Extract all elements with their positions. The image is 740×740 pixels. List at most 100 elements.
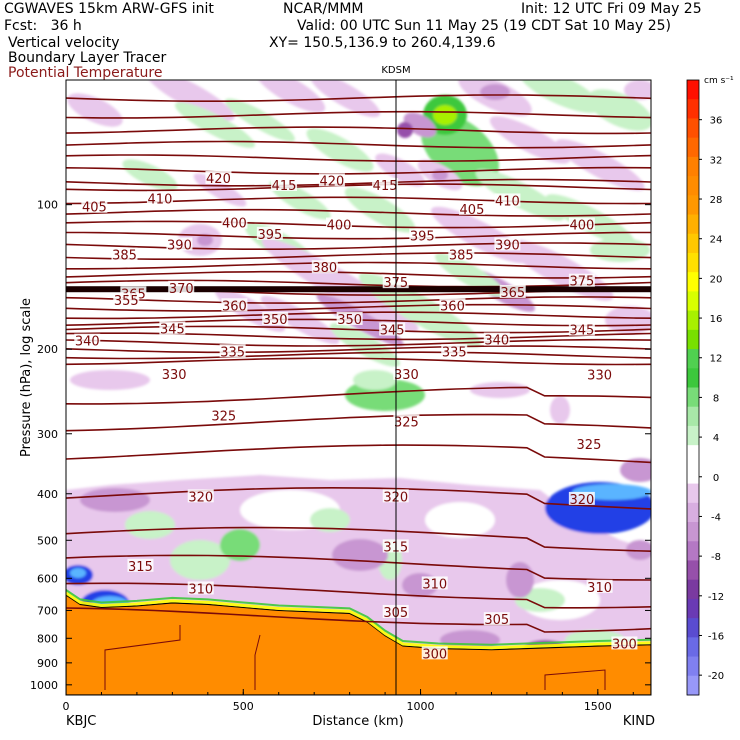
colorbar-swatch bbox=[687, 445, 699, 465]
terrain-rim bbox=[66, 591, 651, 650]
colorbar-swatch bbox=[687, 522, 699, 542]
y-tick-label: 600 bbox=[37, 572, 58, 585]
colorbar-tick-label: 16 bbox=[710, 314, 723, 325]
colorbar-tick-label: 20 bbox=[710, 274, 723, 285]
theta-label: 345 bbox=[380, 324, 405, 339]
colorbar-tick-label: 24 bbox=[710, 235, 723, 246]
theta-label: 400 bbox=[569, 219, 594, 234]
distance-axis: 0 500 1000 1500 bbox=[63, 689, 634, 713]
theta-contour bbox=[66, 261, 651, 270]
theta-label-bg bbox=[421, 646, 448, 660]
theta-label: 395 bbox=[257, 228, 282, 243]
theta-label: 380 bbox=[312, 261, 337, 276]
theta-label-bg bbox=[409, 228, 436, 242]
theta-label-bg bbox=[74, 333, 101, 347]
theta-label-bg bbox=[262, 311, 289, 325]
theta-label-bg bbox=[568, 322, 595, 336]
theta-label-bg bbox=[439, 298, 466, 312]
theta-contour bbox=[66, 140, 651, 149]
theta-label-bg bbox=[271, 178, 298, 192]
colorbar-tick-label: -20 bbox=[708, 671, 724, 682]
colorbar-swatch bbox=[687, 387, 699, 408]
theta-contour bbox=[66, 303, 651, 312]
theta-label-bg bbox=[494, 193, 521, 207]
theta-label-bg bbox=[168, 280, 195, 294]
theta-label-bg bbox=[210, 408, 237, 422]
theta-label: 340 bbox=[484, 334, 509, 349]
theta-label-bg bbox=[127, 558, 154, 572]
theta-label: 350 bbox=[263, 313, 288, 328]
colorbar-swatch bbox=[687, 176, 699, 196]
theta-contour bbox=[66, 338, 651, 347]
header-model: CGWAVES 15km ARW-GFS init bbox=[4, 1, 214, 17]
theta-label-bg bbox=[256, 226, 283, 240]
theta-label-bg bbox=[441, 344, 468, 358]
theta-label-bg bbox=[458, 201, 485, 215]
theta-label: 405 bbox=[82, 201, 107, 216]
theta-label-bg bbox=[568, 217, 595, 231]
header-cross-section-endpoints: XY= 150.5,136.9 to 260.4,139.6 bbox=[269, 35, 496, 51]
theta-contour bbox=[66, 296, 651, 304]
colorbar-swatch bbox=[687, 80, 699, 100]
theta-contour bbox=[66, 357, 651, 366]
theta-label: 335 bbox=[442, 345, 467, 360]
theta-label: 360 bbox=[222, 299, 247, 314]
theta-label-bg bbox=[575, 436, 602, 450]
theta-label-bg bbox=[326, 217, 352, 231]
plot-frame bbox=[65, 79, 652, 696]
header-producer: NCAR/MMM bbox=[283, 1, 364, 17]
colorbar-tick-label: 28 bbox=[710, 195, 723, 206]
theta-contour bbox=[66, 183, 651, 192]
colorbar-swatch bbox=[687, 99, 699, 119]
colorbar-tick-label: 0 bbox=[713, 473, 719, 484]
theta-label: 310 bbox=[587, 581, 612, 596]
theta-label-bg bbox=[205, 171, 232, 185]
colorbar-tick-label: 32 bbox=[710, 155, 723, 166]
colorbar-swatch bbox=[687, 368, 699, 388]
theta-contour bbox=[66, 154, 651, 162]
colorbar-swatch bbox=[687, 483, 699, 504]
theta-contour bbox=[66, 345, 651, 354]
theta-contour bbox=[66, 413, 651, 432]
y-tick-label: 400 bbox=[37, 488, 58, 501]
theta-label-bg bbox=[586, 367, 613, 381]
theta-label-bg bbox=[111, 247, 138, 261]
theta-label: 415 bbox=[272, 179, 297, 194]
theta-contour bbox=[66, 486, 651, 510]
theta-label: 350 bbox=[337, 313, 362, 328]
theta-label-bg bbox=[421, 576, 448, 590]
x-tick-label: 1000 bbox=[407, 700, 435, 713]
theta-contour bbox=[66, 208, 651, 217]
colorbar-tick-label: -12 bbox=[708, 592, 724, 603]
colorbar-swatch bbox=[687, 214, 699, 235]
y-axis-title: Pressure (hPa), log scale bbox=[19, 298, 34, 457]
y-tick-label: 500 bbox=[37, 534, 58, 547]
theta-label: 330 bbox=[394, 368, 419, 383]
colorbar: 36 32 28 24 20 16 12 8 4 0 -4 -8 -12 -16 -20 bbox=[686, 79, 724, 696]
theta-label-bg bbox=[166, 237, 193, 251]
theta-label: 310 bbox=[422, 577, 447, 592]
theta-label-bg bbox=[159, 321, 186, 335]
theta-label: 405 bbox=[460, 203, 485, 218]
theta-label: 410 bbox=[495, 194, 520, 209]
theta-label: 375 bbox=[569, 275, 594, 290]
colorbar-tick-label: -8 bbox=[711, 552, 721, 563]
left-station-label: KBJC bbox=[66, 714, 96, 729]
theta-label: 365 bbox=[500, 286, 525, 301]
y-tick-label: 200 bbox=[37, 343, 58, 356]
theta-contour bbox=[66, 526, 651, 552]
colorbar-swatch bbox=[687, 464, 699, 485]
y-tick-label: 300 bbox=[37, 428, 58, 441]
theta-label-bg bbox=[393, 366, 420, 380]
theta-label-bg bbox=[372, 178, 399, 192]
potential-temperature-labels: 420 420 415 415 410 410 405 405 400 400 400 395 395 3… bbox=[74, 171, 638, 662]
theta-label-bg bbox=[499, 284, 526, 298]
theta-label-bg bbox=[221, 215, 248, 229]
theta-label: 400 bbox=[222, 217, 247, 232]
theta-label-bg bbox=[393, 414, 420, 428]
theta-label-bg bbox=[586, 579, 613, 593]
theta-label-bg bbox=[483, 612, 510, 626]
colorbar-swatch bbox=[687, 541, 699, 561]
theta-label: 340 bbox=[75, 335, 100, 350]
colorbar-swatch bbox=[687, 310, 699, 331]
